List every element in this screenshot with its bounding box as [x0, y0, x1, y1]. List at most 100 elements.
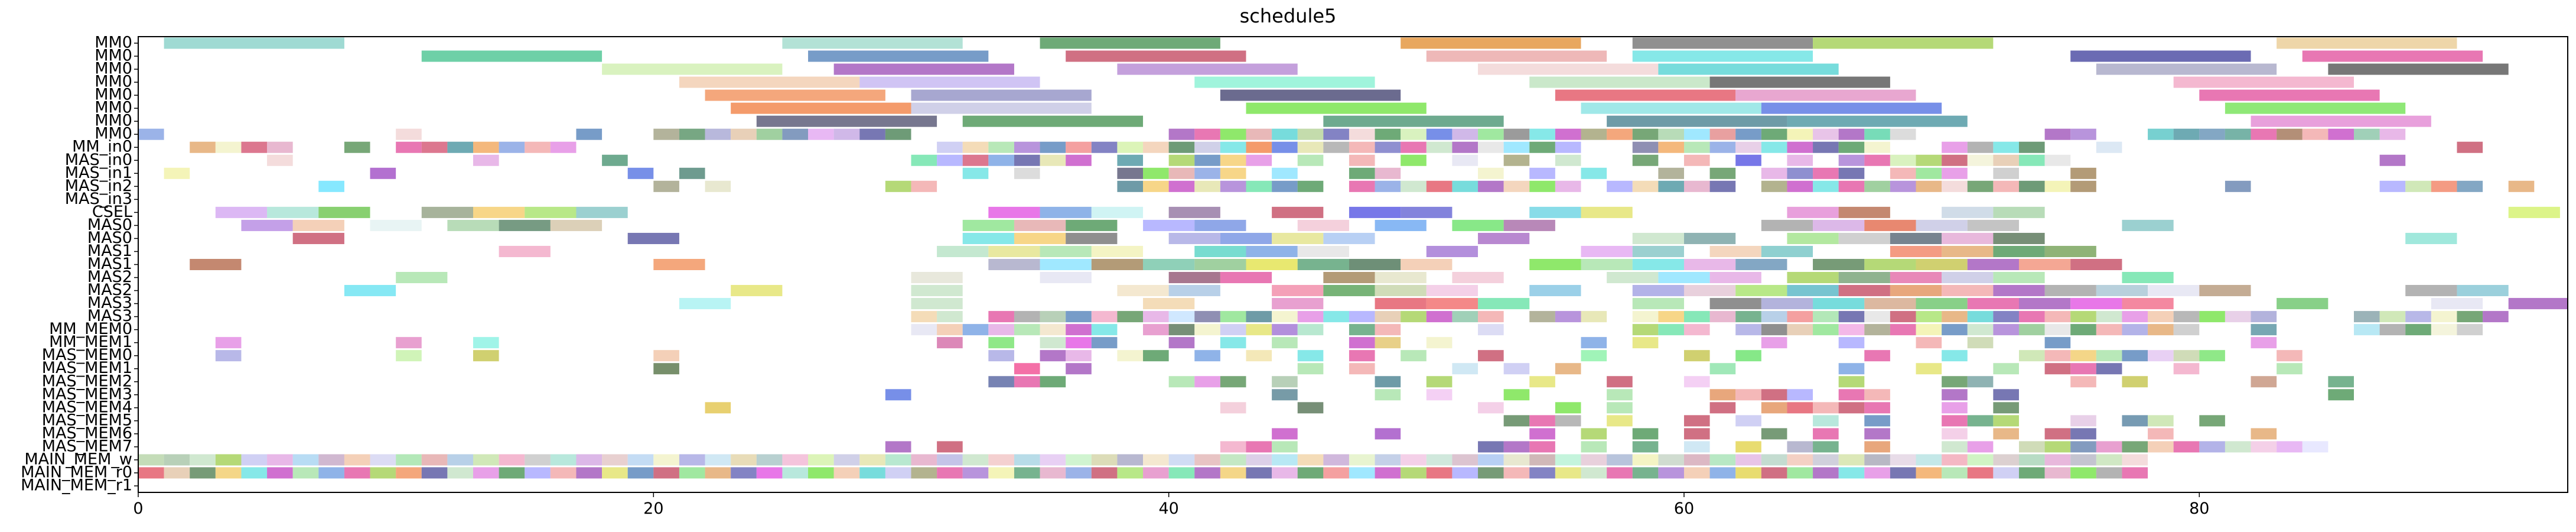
- task-bar: [1478, 441, 1504, 453]
- task-bar: [1272, 298, 1324, 310]
- task-bar: [756, 115, 937, 127]
- task-bar: [1709, 76, 1890, 88]
- task-bar: [2096, 311, 2122, 323]
- task-bar: [1220, 376, 1246, 388]
- task-bar: [808, 128, 834, 140]
- task-bar: [1401, 454, 1427, 466]
- task-bar: [1246, 311, 1272, 323]
- task-bar: [1813, 141, 1839, 153]
- task-bar: [988, 141, 1014, 153]
- task-bar: [1297, 311, 1324, 323]
- task-bar: [499, 245, 551, 257]
- task-bar: [396, 454, 422, 466]
- task-bar: [859, 454, 885, 466]
- task-bar: [1787, 141, 1813, 153]
- x-tick-label: 80: [2189, 499, 2209, 518]
- task-bar: [1942, 272, 1994, 284]
- task-bar: [679, 128, 705, 140]
- task-bar: [1401, 128, 1427, 140]
- task-bar: [1967, 141, 1994, 153]
- task-bar: [1709, 272, 1761, 284]
- task-bar: [1401, 206, 1453, 218]
- task-bar: [1168, 376, 1195, 388]
- task-bar: [1890, 467, 1916, 479]
- task-bar: [1632, 311, 1659, 323]
- task-bar: [2122, 441, 2148, 453]
- task-bar: [1787, 402, 1813, 414]
- task-bar: [1813, 454, 1839, 466]
- y-tick-label: MAS_MEM0: [42, 346, 132, 364]
- task-bar: [2044, 245, 2096, 257]
- task-bar: [2405, 285, 2457, 297]
- task-bar: [1864, 180, 1890, 192]
- task-bar: [499, 454, 525, 466]
- task-bar: [1117, 467, 1144, 479]
- task-bar: [2379, 128, 2406, 140]
- task-bar: [1632, 180, 1659, 192]
- task-bar: [1529, 454, 1555, 466]
- task-bar: [1143, 167, 1169, 179]
- task-bar: [1555, 454, 1581, 466]
- task-bar: [1581, 102, 1761, 114]
- task-bar: [679, 76, 860, 88]
- task-bar: [1220, 272, 1272, 284]
- task-bar: [1787, 441, 1813, 453]
- task-bar: [421, 141, 448, 153]
- task-bar: [2199, 441, 2225, 453]
- task-bar: [705, 467, 731, 479]
- task-bar: [1761, 180, 1787, 192]
- task-bar: [1658, 324, 1684, 336]
- task-bar: [1349, 141, 1375, 153]
- task-bar: [1967, 337, 1994, 349]
- task-bar: [1864, 441, 1890, 453]
- task-bar: [1658, 311, 1684, 323]
- task-bar: [2070, 467, 2096, 479]
- task-bar: [1890, 180, 1916, 192]
- task-bar: [1375, 285, 1427, 297]
- task-bar: [344, 467, 370, 479]
- task-bar: [1993, 180, 2019, 192]
- task-bar: [2096, 141, 2122, 153]
- task-bar: [1890, 285, 1942, 297]
- task-bar: [1607, 454, 1633, 466]
- task-bar: [1272, 428, 1298, 440]
- task-bar: [2122, 219, 2174, 231]
- task-bar: [2044, 180, 2071, 192]
- task-bar: [833, 63, 1014, 75]
- task-bar: [731, 454, 757, 466]
- task-bar: [2277, 298, 2329, 310]
- task-bar: [962, 219, 1014, 231]
- task-bar: [525, 206, 577, 218]
- task-bar: [1426, 376, 1453, 388]
- task-bar: [2122, 454, 2148, 466]
- task-bar: [1168, 141, 1195, 153]
- task-bar: [1375, 298, 1427, 310]
- task-bar: [1091, 311, 1118, 323]
- y-tick-label: MM0: [95, 47, 132, 65]
- task-bar: [705, 454, 731, 466]
- task-bar: [1838, 311, 1865, 323]
- task-bar: [1478, 128, 1504, 140]
- task-bar: [2457, 141, 2483, 153]
- task-bar: [962, 324, 989, 336]
- task-bar: [1632, 428, 1659, 440]
- task-bar: [1632, 454, 1659, 466]
- task-bar: [2173, 76, 2354, 88]
- task-bar: [215, 337, 242, 349]
- task-bar: [1040, 350, 1066, 362]
- task-bar: [1091, 141, 1118, 153]
- task-bar: [2173, 311, 2200, 323]
- task-bar: [2044, 428, 2071, 440]
- task-bar: [1066, 311, 1092, 323]
- task-bar: [1942, 285, 1994, 297]
- task-bar: [679, 167, 705, 179]
- task-bar: [2148, 428, 2174, 440]
- task-bar: [2148, 285, 2200, 297]
- task-bar: [1555, 311, 1581, 323]
- task-bar: [1220, 454, 1246, 466]
- task-bar: [1735, 128, 1761, 140]
- task-bar: [1735, 389, 1761, 401]
- task-bar: [1401, 350, 1427, 362]
- task-bar: [1168, 232, 1220, 244]
- task-bar: [1349, 363, 1375, 375]
